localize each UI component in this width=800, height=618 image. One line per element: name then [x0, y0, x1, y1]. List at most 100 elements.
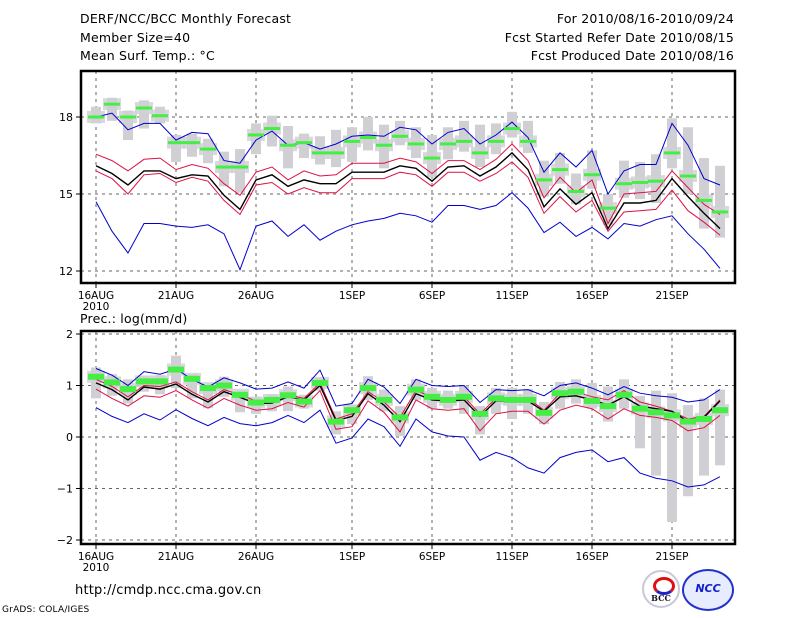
- y-tick-label: 0: [66, 431, 73, 444]
- observed-marker: [600, 403, 616, 410]
- panel-frame: [79, 329, 737, 546]
- member-range-bar: [715, 165, 725, 238]
- member-range-bar: [203, 384, 213, 409]
- member-range-bar: [683, 405, 693, 497]
- observed-marker: [264, 127, 280, 131]
- x-tick-label: 21AUG: [158, 290, 194, 302]
- observed-marker: [664, 412, 680, 419]
- observed-marker: [360, 385, 376, 392]
- series-line-mean: [95, 382, 721, 423]
- observed-marker: [168, 141, 184, 145]
- observed-marker: [504, 127, 520, 131]
- observed-marker: [360, 136, 376, 140]
- observed-marker: [152, 114, 168, 118]
- x-tick-label: 16AUG: [78, 290, 114, 302]
- observed-marker: [472, 151, 488, 155]
- y-tick-label: −2: [57, 534, 73, 547]
- x-tick-label: 21SEP: [656, 551, 689, 563]
- observed-marker: [568, 189, 584, 193]
- observed-marker: [344, 139, 360, 143]
- ncc-logo: NCC: [682, 569, 734, 611]
- observed-marker: [664, 151, 680, 155]
- observed-marker: [248, 133, 264, 137]
- observed-marker: [632, 180, 648, 184]
- member-range-bar: [667, 393, 677, 522]
- observed-marker: [216, 382, 232, 389]
- series-line-lower: [95, 161, 721, 236]
- member-range-bar: [235, 391, 245, 413]
- header-period: For 2010/08/16-2010/09/24: [556, 11, 734, 26]
- member-range-bar: [651, 390, 661, 476]
- observed-marker: [120, 386, 136, 393]
- observed-marker: [136, 378, 152, 385]
- member-range-bar: [683, 127, 693, 194]
- observed-marker: [712, 210, 728, 214]
- observed-marker: [216, 165, 232, 169]
- observed-marker: [488, 395, 504, 402]
- series-line-min: [95, 192, 721, 272]
- observed-marker: [696, 198, 712, 202]
- x-tick-label: 16SEP: [576, 551, 609, 563]
- header-start-date: Fcst Started Refer Date 2010/08/15: [504, 30, 734, 45]
- observed-marker: [328, 418, 344, 425]
- observed-marker: [632, 405, 648, 412]
- observed-marker: [456, 393, 472, 400]
- observed-marker: [88, 373, 104, 380]
- member-range-bar: [475, 406, 485, 435]
- observed-marker: [232, 391, 248, 398]
- x-tick-label: 26AUG: [238, 290, 274, 302]
- observed-marker: [312, 151, 328, 155]
- observed-marker: [344, 407, 360, 414]
- x-tick-label: 1SEP: [339, 290, 365, 302]
- observed-marker: [648, 409, 664, 416]
- observed-marker: [120, 115, 136, 119]
- observed-marker: [168, 366, 184, 373]
- observed-marker: [536, 409, 552, 416]
- observed-marker: [104, 102, 120, 106]
- observed-marker: [552, 390, 568, 397]
- panel-frame: [79, 69, 737, 285]
- x-tick-label: 16AUG: [78, 551, 114, 563]
- y-tick-label: −1: [57, 483, 73, 496]
- observed-marker: [184, 141, 200, 145]
- observed-marker: [584, 397, 600, 404]
- header-title: DERF/NCC/BCC Monthly Forecast: [80, 11, 292, 26]
- observed-marker: [520, 139, 536, 143]
- observed-marker: [440, 396, 456, 403]
- bcc-logo: BCC: [642, 570, 680, 608]
- header-variable: Mean Surf. Temp.: °C: [80, 48, 215, 63]
- observed-marker: [408, 386, 424, 393]
- y-tick-label: 2: [66, 328, 73, 341]
- member-range-bar: [715, 389, 725, 466]
- x-tick-label: 16SEP: [576, 290, 609, 302]
- y-tick-label: 18: [59, 111, 73, 124]
- observed-marker: [328, 151, 344, 155]
- bcc-logo-swirl-icon: [653, 577, 675, 595]
- observed-marker: [136, 106, 152, 110]
- observed-marker: [520, 396, 536, 403]
- precip-panel-label: Prec.: log(mm/d): [80, 311, 188, 326]
- observed-marker: [88, 115, 104, 119]
- x-tick-label: 21SEP: [656, 290, 689, 302]
- observed-marker: [424, 393, 440, 400]
- member-range-bar: [475, 124, 485, 168]
- observed-marker: [280, 143, 296, 147]
- observed-marker: [392, 414, 408, 421]
- x-tick-label: 26AUG: [238, 551, 274, 563]
- member-range-bar: [187, 374, 197, 399]
- x-tick-label: 6SEP: [419, 551, 445, 563]
- observed-marker: [376, 396, 392, 403]
- member-range-bar: [123, 110, 133, 141]
- observed-marker: [552, 168, 568, 172]
- x-year-label: 2010: [83, 301, 110, 313]
- footer-url[interactable]: http://cmdp.ncc.cma.gov.cn: [75, 583, 262, 598]
- header-member-size: Member Size=40: [80, 30, 191, 45]
- observed-marker: [232, 165, 248, 169]
- observed-marker: [312, 379, 328, 386]
- member-range-bar: [667, 118, 677, 169]
- header-produced-date: Fcst Produced Date 2010/08/16: [530, 48, 734, 63]
- observed-marker: [680, 418, 696, 425]
- observed-marker: [376, 143, 392, 147]
- observed-marker: [408, 142, 424, 146]
